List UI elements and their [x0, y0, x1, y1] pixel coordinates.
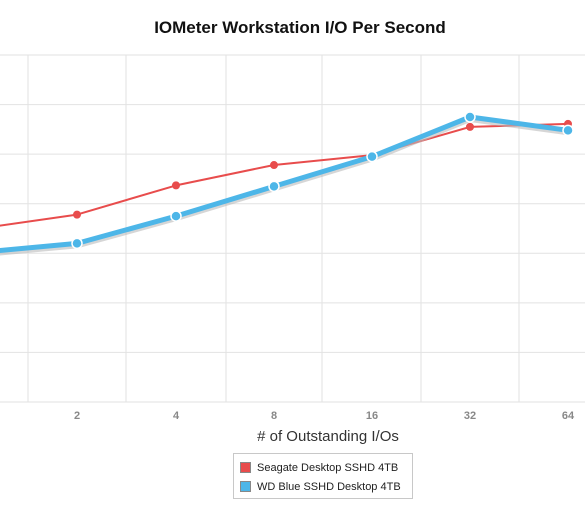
series-layer — [0, 111, 574, 256]
series-line-wd-blue — [0, 114, 569, 253]
legend-label-seagate: Seagate Desktop SSHD 4TB — [257, 461, 399, 474]
x-tick-label: 32 — [464, 410, 476, 422]
series-line-seagate — [0, 122, 569, 227]
grid — [0, 54, 585, 403]
data-point-wd-blue — [366, 150, 378, 163]
legend-item-seagate: Seagate Desktop SSHD 4TB — [240, 458, 406, 477]
x-tick-label: 2 — [74, 410, 80, 422]
data-point-wd-blue — [71, 237, 83, 250]
x-tick-labels: 2 4 8 16 32 64 — [74, 410, 575, 422]
x-tick-label: 8 — [271, 410, 277, 422]
series-shadow-wd-blue — [0, 116, 569, 256]
data-point-seagate — [172, 181, 180, 190]
data-point-wd-blue — [268, 180, 280, 193]
x-tick-label: 4 — [173, 410, 180, 422]
data-point-seagate — [73, 210, 81, 219]
x-tick-label: 16 — [366, 410, 378, 422]
legend: Seagate Desktop SSHD 4TB WD Blue SSHD De… — [233, 453, 413, 499]
legend-label-wd-blue: WD Blue SSHD Desktop 4TB — [257, 480, 401, 493]
data-point-seagate — [270, 161, 278, 170]
x-axis-title: # of Outstanding I/Os — [257, 428, 399, 445]
legend-swatch-wd-blue — [240, 481, 251, 492]
data-point-wd-blue — [562, 124, 574, 137]
data-point-seagate — [466, 122, 474, 131]
x-tick-label: 64 — [562, 410, 575, 422]
legend-item-wd-blue: WD Blue SSHD Desktop 4TB — [240, 477, 406, 496]
legend-swatch-seagate — [240, 462, 251, 473]
data-point-wd-blue — [464, 111, 476, 123]
data-point-wd-blue — [170, 210, 182, 222]
chart-title: IOMeter Workstation I/O Per Second — [154, 18, 446, 37]
